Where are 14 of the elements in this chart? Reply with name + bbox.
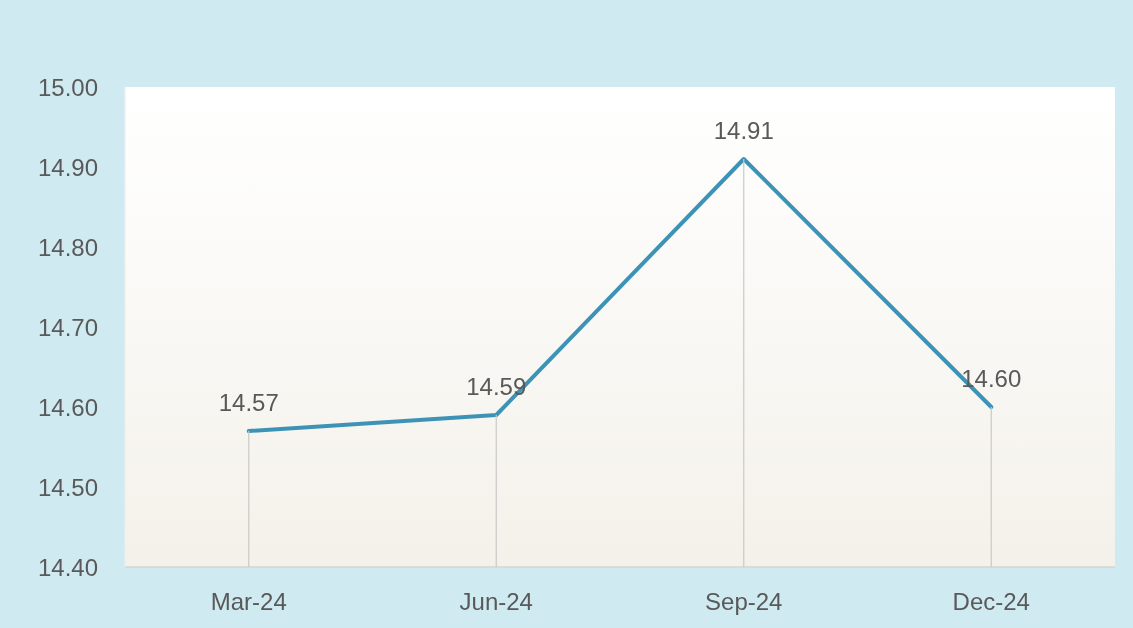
y-tick-label: 14.40 — [37, 553, 98, 581]
x-tick-label: Sep-24 — [705, 588, 783, 616]
y-tick-label: 14.50 — [37, 473, 98, 501]
y-tick-label: 15.00 — [37, 73, 98, 101]
y-tick-label: 14.80 — [37, 233, 98, 261]
y-tick-label: 14.60 — [37, 393, 98, 421]
data-label: 14.57 — [218, 389, 279, 416]
data-label: 14.60 — [961, 365, 1022, 392]
x-tick-label: Jun-24 — [459, 588, 533, 616]
x-tick-label: Dec-24 — [952, 588, 1030, 616]
y-tick-label: 14.70 — [37, 313, 98, 341]
y-tick-label: 14.90 — [37, 153, 98, 181]
x-tick-label: Mar-24 — [210, 588, 287, 616]
data-label: 14.91 — [713, 117, 774, 144]
